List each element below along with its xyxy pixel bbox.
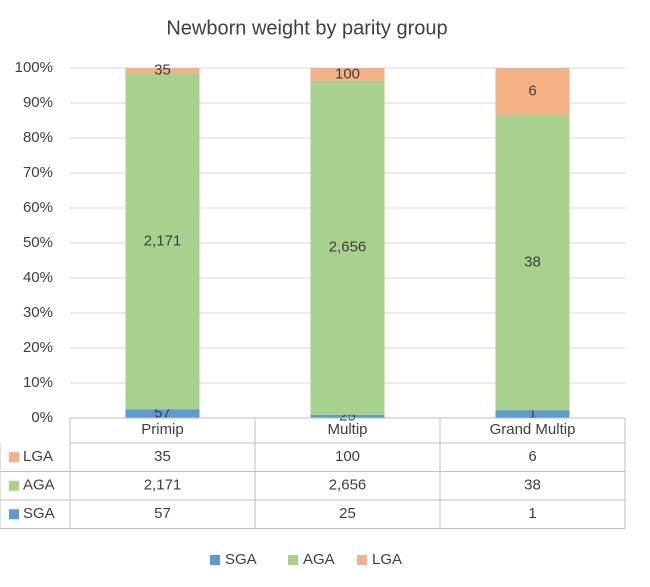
data-label: 35 (154, 62, 171, 79)
table-row-header: LGA (23, 448, 53, 465)
legend-label: SGA (225, 551, 257, 568)
bar-segment (310, 68, 385, 81)
data-label: 2,656 (329, 239, 367, 256)
table-row-header: AGA (23, 477, 55, 494)
data-label: 38 (524, 253, 541, 270)
table-cell: 25 (339, 505, 356, 522)
table-legend-key (9, 480, 19, 491)
table-legend-key (9, 509, 19, 520)
table-cell: 1 (528, 505, 536, 522)
legend-key (288, 555, 298, 565)
legend-key (357, 555, 367, 565)
bar-segment (310, 80, 385, 415)
chart-title: Newborn weight by parity group (166, 17, 447, 39)
y-tick-label: 0% (31, 409, 53, 426)
y-tick-label: 60% (23, 199, 53, 216)
table-cell: 38 (524, 477, 541, 494)
bar-segment (310, 414, 385, 418)
y-tick-label: 30% (23, 304, 53, 321)
bar-segment (495, 68, 570, 115)
x-tick-label: Grand Multip (490, 421, 576, 438)
y-tick-label: 40% (23, 269, 53, 286)
data-label: 100 (335, 65, 360, 82)
table-cell: 2,171 (144, 477, 182, 494)
data-label: 6 (528, 82, 536, 99)
legend-label: LGA (372, 551, 402, 568)
bar-segment (125, 73, 200, 410)
y-tick-label: 10% (23, 374, 53, 391)
legend-label: AGA (303, 551, 335, 568)
bar-segment (495, 410, 570, 418)
y-tick-label: 50% (23, 234, 53, 251)
table-cell: 100 (335, 448, 360, 465)
bar-segment (495, 114, 570, 411)
y-tick-label: 80% (23, 129, 53, 146)
data-label: 1 (528, 405, 536, 422)
table-cell: 2,656 (329, 477, 367, 494)
table-cell: 35 (154, 448, 171, 465)
table-row-header: SGA (23, 505, 55, 522)
table-cell: 6 (528, 448, 536, 465)
bar-segment (125, 68, 200, 74)
legend-key (210, 555, 220, 565)
data-label: 2,171 (144, 232, 182, 249)
y-tick-label: 70% (23, 164, 53, 181)
y-tick-label: 20% (23, 339, 53, 356)
x-tick-label: Multip (327, 421, 367, 438)
table-legend-key (9, 452, 19, 463)
table-cell: 57 (154, 505, 171, 522)
x-tick-label: Primip (141, 421, 184, 438)
y-tick-label: 100% (15, 59, 53, 76)
bar-segment (125, 409, 200, 418)
y-tick-label: 90% (23, 94, 53, 111)
